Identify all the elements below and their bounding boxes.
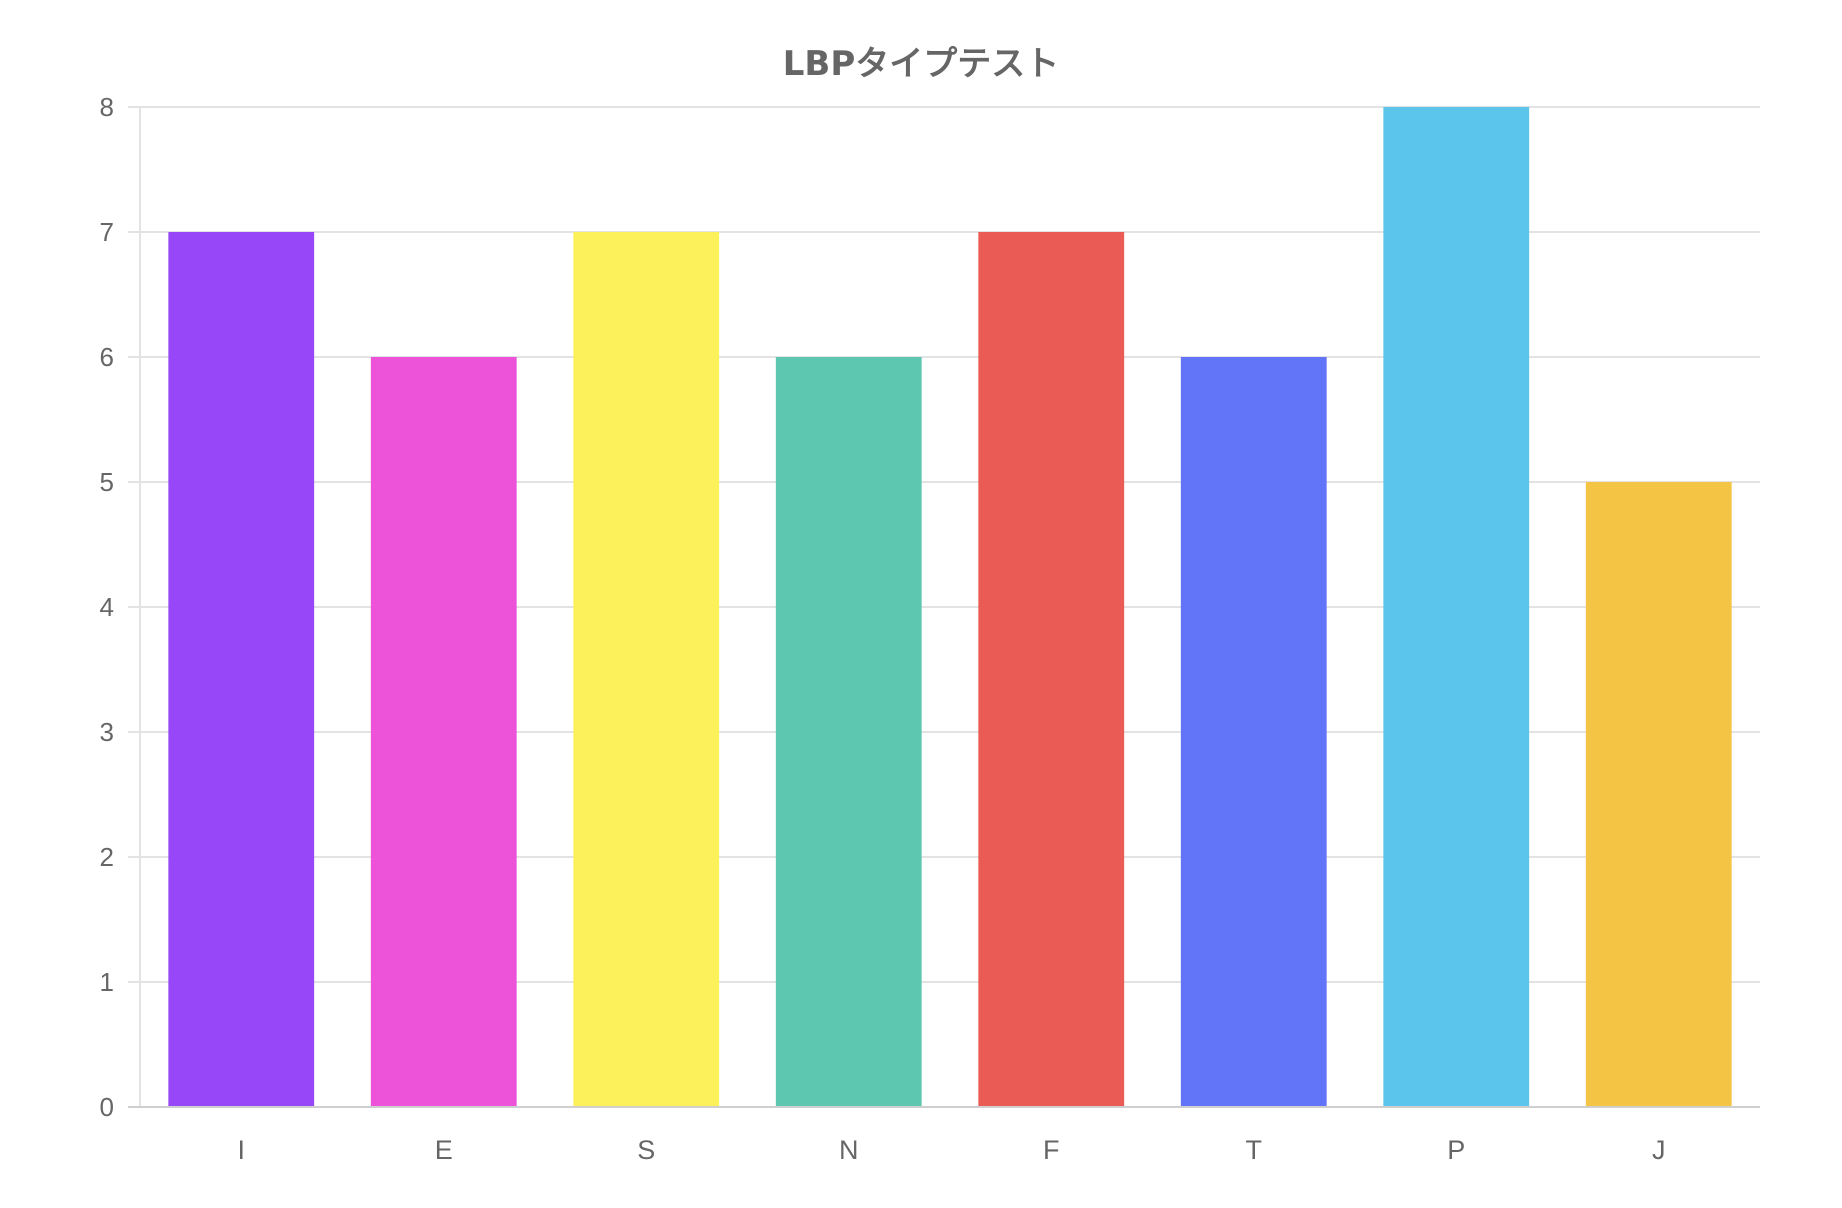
x-tick-label: N	[839, 1135, 859, 1165]
bars	[168, 107, 1732, 1107]
x-tick-label: I	[237, 1135, 245, 1165]
x-tick-label: E	[435, 1135, 453, 1165]
chart-title: LBPタイプテスト	[782, 44, 1060, 84]
y-tick-label: 2	[100, 842, 114, 872]
y-tick-label: 5	[100, 467, 114, 497]
x-tick-label: P	[1447, 1135, 1465, 1165]
y-tick-label: 3	[100, 717, 114, 747]
axes	[128, 107, 1760, 1108]
x-tick-label: S	[637, 1135, 655, 1165]
y-tick-label: 7	[100, 217, 114, 247]
x-tick-label: T	[1246, 1135, 1263, 1165]
y-tick-label: 1	[100, 967, 114, 997]
bar-p	[1383, 107, 1530, 1107]
y-tick-labels: 0 1 2 3 4 5 6 7 8	[100, 92, 114, 1122]
y-tick-label: 6	[100, 342, 114, 372]
y-tick-label: 0	[100, 1092, 114, 1122]
bar-j	[1585, 482, 1732, 1107]
bar-f	[978, 232, 1125, 1107]
x-tick-label: F	[1043, 1135, 1060, 1165]
y-tick-label: 8	[100, 92, 114, 122]
y-tick-label: 4	[100, 592, 114, 622]
bar-n	[775, 357, 922, 1107]
x-tick-label: J	[1652, 1135, 1666, 1165]
bar-s	[573, 232, 720, 1107]
bar-t	[1180, 357, 1327, 1107]
bar-i	[168, 232, 315, 1107]
bar-e	[370, 357, 517, 1107]
